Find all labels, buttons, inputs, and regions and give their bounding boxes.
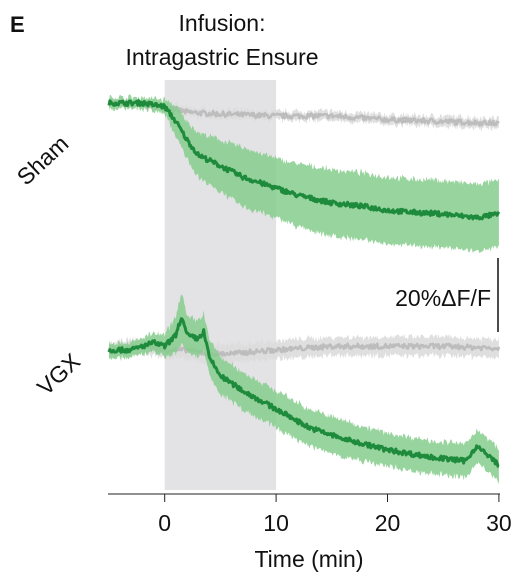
sham-experimental-mean-line: [107, 99, 501, 221]
vgx-experimental-mean-line: [107, 317, 500, 469]
x-tick-label: 0: [158, 510, 171, 536]
x-tick-label: 20: [375, 510, 401, 536]
group-label-vgx: VGX: [32, 348, 85, 400]
x-axis: 0 10 20 30: [108, 493, 512, 536]
title-line-1: Infusion:: [179, 10, 266, 36]
x-tick-label: 30: [486, 510, 512, 536]
group-label-sham: Sham: [12, 130, 74, 190]
title-line-2: Intragastric Ensure: [125, 44, 318, 70]
panel-label: E: [10, 12, 25, 37]
x-axis-label: Time (min): [254, 546, 363, 572]
scale-bar-label: 20%ΔF/F: [395, 285, 491, 311]
x-tick-label: 10: [263, 510, 289, 536]
trace-layer: [107, 94, 501, 484]
